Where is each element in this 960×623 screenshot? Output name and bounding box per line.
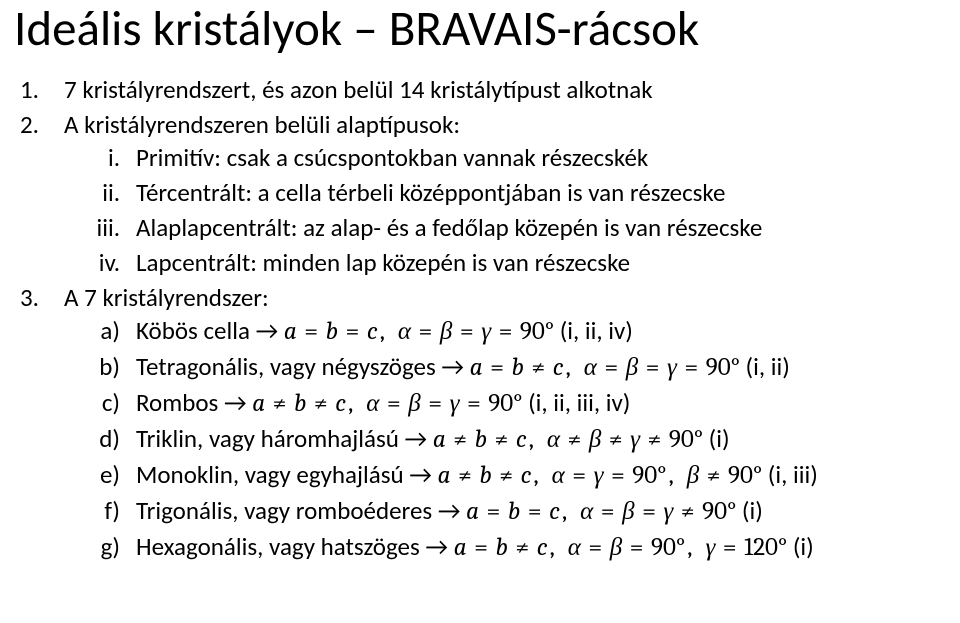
- system-c-types: (i, ii, iii, iv): [528, 387, 630, 418]
- item-1: 7 kristályrendszert, és azon belül 14 kr…: [14, 73, 946, 106]
- system-g: Hexagonális, vagy hatszöges → a = b ≠ c,…: [64, 530, 946, 564]
- system-g-types: (i): [793, 531, 814, 562]
- item-3: A 7 kristályrendszer: Köbös cella → a = …: [14, 281, 946, 564]
- system-e-types: (i, iii): [768, 459, 818, 490]
- system-c-name: Rombos: [136, 387, 218, 418]
- subtype-iv: Lapcentrált: minden lap közepén is van r…: [64, 246, 946, 279]
- system-f: Trigonális, vagy romboéderes → a = b = c…: [64, 494, 946, 528]
- system-b-types: (i, ii): [746, 351, 790, 382]
- system-e: Monoklin, vagy egyhajlású → a ≠ b ≠ c, α…: [64, 458, 946, 492]
- system-d-formula: a ≠ b ≠ c, α ≠ β ≠ γ ≠ 90°: [433, 425, 709, 454]
- system-a-types: (i, ii, iv): [560, 315, 633, 346]
- subtype-list: Primitív: csak a csúcspontokban vannak r…: [64, 141, 946, 279]
- system-d-name: Triklin, vagy háromhajlású: [136, 423, 399, 454]
- system-e-name: Monoklin, vagy egyhajlású: [136, 459, 404, 490]
- system-f-formula: a = b = c, α = β = γ ≠ 90°: [466, 497, 742, 526]
- slide: Ideális kristályok – BRAVAIS-rácsok 7 kr…: [0, 0, 960, 623]
- page-title: Ideális kristályok – BRAVAIS-rácsok: [14, 4, 946, 55]
- system-b-name: Tetragonális, vagy négyszöges: [136, 351, 436, 382]
- item-2-text: A kristályrendszeren belüli alaptípusok:: [64, 109, 460, 140]
- item-2: A kristályrendszeren belüli alaptípusok:…: [14, 108, 946, 279]
- subtype-i: Primitív: csak a csúcspontokban vannak r…: [64, 141, 946, 174]
- system-g-formula: a = b ≠ c, α = β = 90°, γ = 120°: [454, 533, 793, 562]
- item-3-text: A 7 kristályrendszer:: [64, 282, 269, 313]
- system-a: Köbös cella → a = b = c, α = β = γ = 90°…: [64, 314, 946, 348]
- system-b: Tetragonális, vagy négyszöges → a = b ≠ …: [64, 350, 946, 384]
- crystal-system-list: Köbös cella → a = b = c, α = β = γ = 90°…: [64, 314, 946, 564]
- numbered-list: 7 kristályrendszert, és azon belül 14 kr…: [14, 73, 946, 564]
- system-c-formula: a ≠ b ≠ c, α = β = γ = 90°: [252, 389, 528, 418]
- system-a-name: Köbös cella: [136, 315, 250, 346]
- system-d-types: (i): [709, 423, 730, 454]
- system-f-name: Trigonális, vagy romboéderes: [136, 495, 432, 526]
- subtype-ii: Tércentrált: a cella térbeli középpontjá…: [64, 176, 946, 209]
- system-f-types: (i): [742, 495, 763, 526]
- system-g-name: Hexagonális, vagy hatszöges: [136, 531, 420, 562]
- system-a-formula: a = b = c, α = β = γ = 90°: [284, 317, 560, 346]
- system-d: Triklin, vagy háromhajlású → a ≠ b ≠ c, …: [64, 422, 946, 456]
- system-c: Rombos → a ≠ b ≠ c, α = β = γ = 90° (i, …: [64, 386, 946, 420]
- subtype-iii: Alaplapcentrált: az alap- és a fedőlap k…: [64, 211, 946, 244]
- system-e-formula: a ≠ b ≠ c, α = γ = 90°, β ≠ 90°: [438, 461, 768, 490]
- system-b-formula: a = b ≠ c, α = β = γ = 90°: [470, 353, 746, 382]
